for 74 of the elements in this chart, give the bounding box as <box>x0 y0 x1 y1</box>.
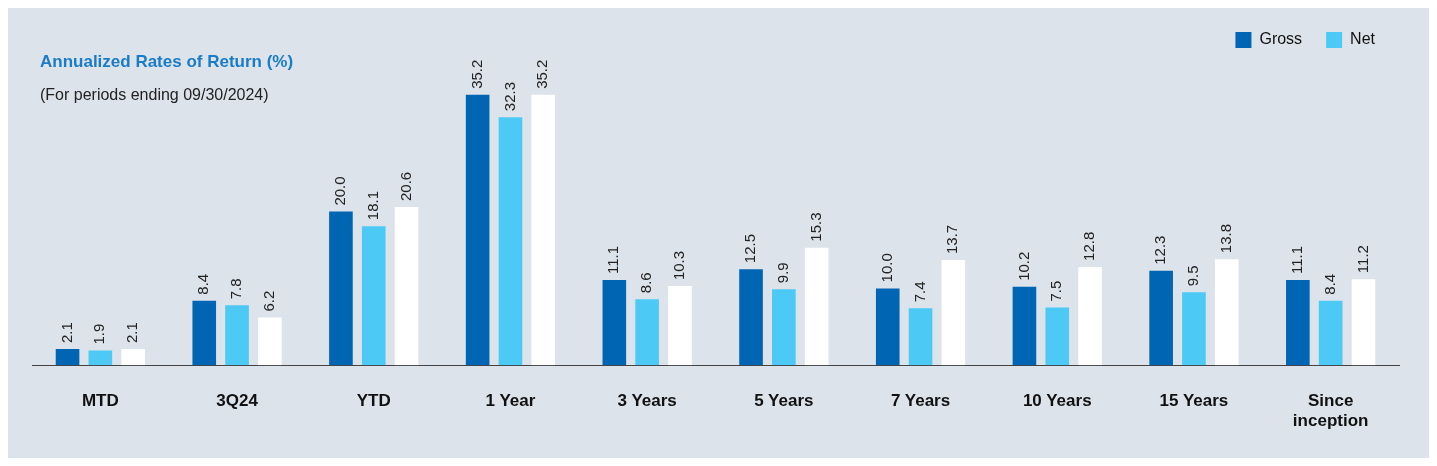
x-tick-label: MTD <box>81 391 119 411</box>
data-label: 35.2 <box>467 59 485 89</box>
bar <box>1045 307 1070 366</box>
data-label: 9.9 <box>773 262 791 284</box>
bar <box>941 259 966 366</box>
data-label: 11.2 <box>1353 245 1371 274</box>
data-label: 11.1 <box>604 245 622 274</box>
bar <box>531 94 556 366</box>
data-label: 20.0 <box>331 176 349 206</box>
bar <box>739 269 763 366</box>
data-label: 15.3 <box>806 212 824 242</box>
bar <box>1214 259 1239 366</box>
bar <box>602 279 627 366</box>
bar <box>1286 279 1310 366</box>
x-tick-label: 10 Years <box>1022 391 1092 411</box>
bar <box>1318 300 1343 366</box>
data-label: 10.3 <box>670 250 688 281</box>
data-label: 8.6 <box>637 272 655 294</box>
data-label: 7.5 <box>1047 280 1065 302</box>
x-tick-label: Since inception <box>1292 391 1369 431</box>
data-label: 8.4 <box>194 273 212 295</box>
bar <box>394 206 419 366</box>
x-tick-label: YTD <box>356 391 391 411</box>
data-label: 2.1 <box>123 322 141 344</box>
bar <box>908 308 933 366</box>
bar <box>498 117 523 366</box>
data-label: 7.4 <box>910 281 928 303</box>
bar <box>1149 270 1173 366</box>
bar <box>361 226 386 366</box>
bar <box>55 349 80 366</box>
x-tick-label: 1 Year <box>485 391 536 411</box>
data-label: 7.8 <box>227 278 245 300</box>
bar <box>635 299 659 366</box>
bar <box>329 211 353 366</box>
legend-label: Gross <box>1259 30 1303 48</box>
legend-label: Net <box>1350 30 1376 48</box>
data-label: 11.1 <box>1287 245 1305 274</box>
data-label: 20.6 <box>396 171 414 201</box>
x-tick-label: 7 Years <box>890 391 951 411</box>
data-label: 12.3 <box>1151 235 1169 265</box>
bar <box>1012 286 1037 366</box>
bar <box>258 317 282 366</box>
bar <box>804 247 829 366</box>
data-label: 10.0 <box>877 253 895 283</box>
bar <box>465 94 490 366</box>
data-label: 18.1 <box>363 190 381 221</box>
data-label: 1.9 <box>90 323 108 345</box>
data-label: 9.5 <box>1184 265 1202 287</box>
bar <box>192 300 217 366</box>
bar <box>1078 266 1102 366</box>
x-tick-label: 3Q24 <box>216 391 259 411</box>
chart-subtitle: (For periods ending 09/30/2024) <box>40 86 269 104</box>
bar <box>1351 279 1376 366</box>
data-label: 10.2 <box>1014 251 1032 281</box>
bar <box>875 288 900 366</box>
bar <box>88 350 113 366</box>
chart-title: Annualized Rates of Return (%) <box>40 52 294 72</box>
bar <box>668 286 692 366</box>
data-label: 8.4 <box>1320 273 1338 295</box>
data-label: 2.1 <box>57 322 75 344</box>
data-label: 12.5 <box>741 234 759 264</box>
data-label: 6.2 <box>260 290 277 312</box>
bar <box>121 349 145 366</box>
x-tick-label: 5 Years <box>754 391 814 411</box>
data-label: 32.3 <box>500 81 518 112</box>
data-label: 13.7 <box>943 224 961 254</box>
bar <box>225 305 249 366</box>
data-label: 12.8 <box>1080 231 1098 261</box>
bar <box>1182 292 1206 366</box>
x-tick-label: 3 Years <box>617 391 677 411</box>
data-label: 13.8 <box>1216 224 1234 254</box>
data-label: 35.2 <box>533 59 551 89</box>
bar <box>772 289 796 366</box>
x-tick-label: 15 Years <box>1159 391 1229 411</box>
